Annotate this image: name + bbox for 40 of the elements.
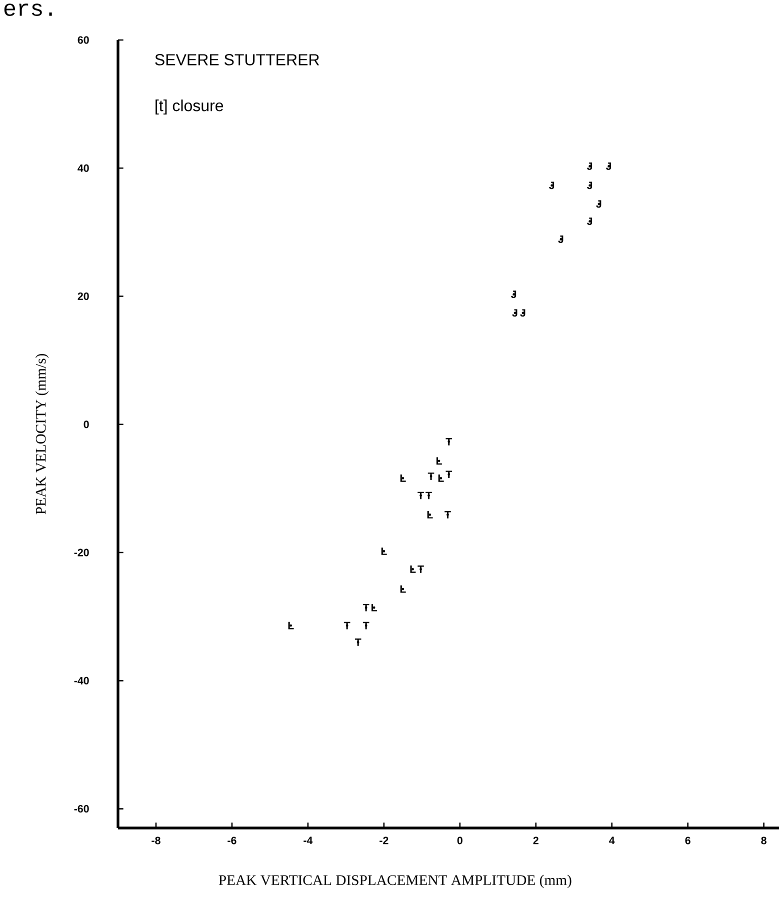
text: J (558, 236, 564, 243)
y-tick-label: 40 (78, 164, 89, 172)
text: L (400, 474, 406, 482)
text: L (288, 622, 294, 630)
text: L (371, 604, 377, 612)
text: J (511, 290, 516, 298)
x-tick-label: 0 (457, 836, 462, 844)
text: J (587, 182, 592, 190)
text: J (520, 309, 526, 317)
x-tick-label: 8 (761, 836, 766, 844)
y-tick-label: -60 (74, 805, 89, 813)
text: SEVERE STUTTERER (155, 54, 320, 66)
x-axis-title: PEAK VERTICAL DISPLACEMENT AMPLITUDE (mm) (218, 874, 572, 888)
text: J (587, 162, 592, 170)
y-tick-label: 0 (84, 420, 89, 428)
text: L (400, 585, 406, 593)
x-tick-label: -4 (304, 836, 313, 844)
x-tick-label: -6 (228, 836, 236, 844)
text: ers. (4, 4, 52, 16)
y-axis-title: PEAK VELOCITY (mm/s) (35, 354, 49, 514)
x-tick-label: 4 (609, 836, 615, 844)
text: L (381, 548, 387, 555)
series-label: J (512, 309, 518, 317)
text: J (587, 218, 592, 226)
text: J (606, 162, 612, 170)
text: L (438, 474, 444, 482)
y-tick-label: -40 (74, 676, 89, 684)
y-tick-label: 20 (78, 292, 89, 300)
text: J (596, 200, 602, 208)
text: [t] closure (156, 100, 224, 114)
x-tick-label: -8 (152, 836, 160, 844)
text: L (436, 457, 442, 465)
x-tick-label: 6 (685, 836, 690, 844)
x-tick-label: 2 (533, 836, 538, 844)
text: L (427, 511, 433, 518)
series-label: L (410, 566, 416, 573)
y-tick-label: -20 (74, 548, 89, 556)
y-tick-label: 60 (78, 36, 89, 44)
text: J (549, 182, 554, 190)
x-tick-label: -2 (380, 836, 388, 844)
